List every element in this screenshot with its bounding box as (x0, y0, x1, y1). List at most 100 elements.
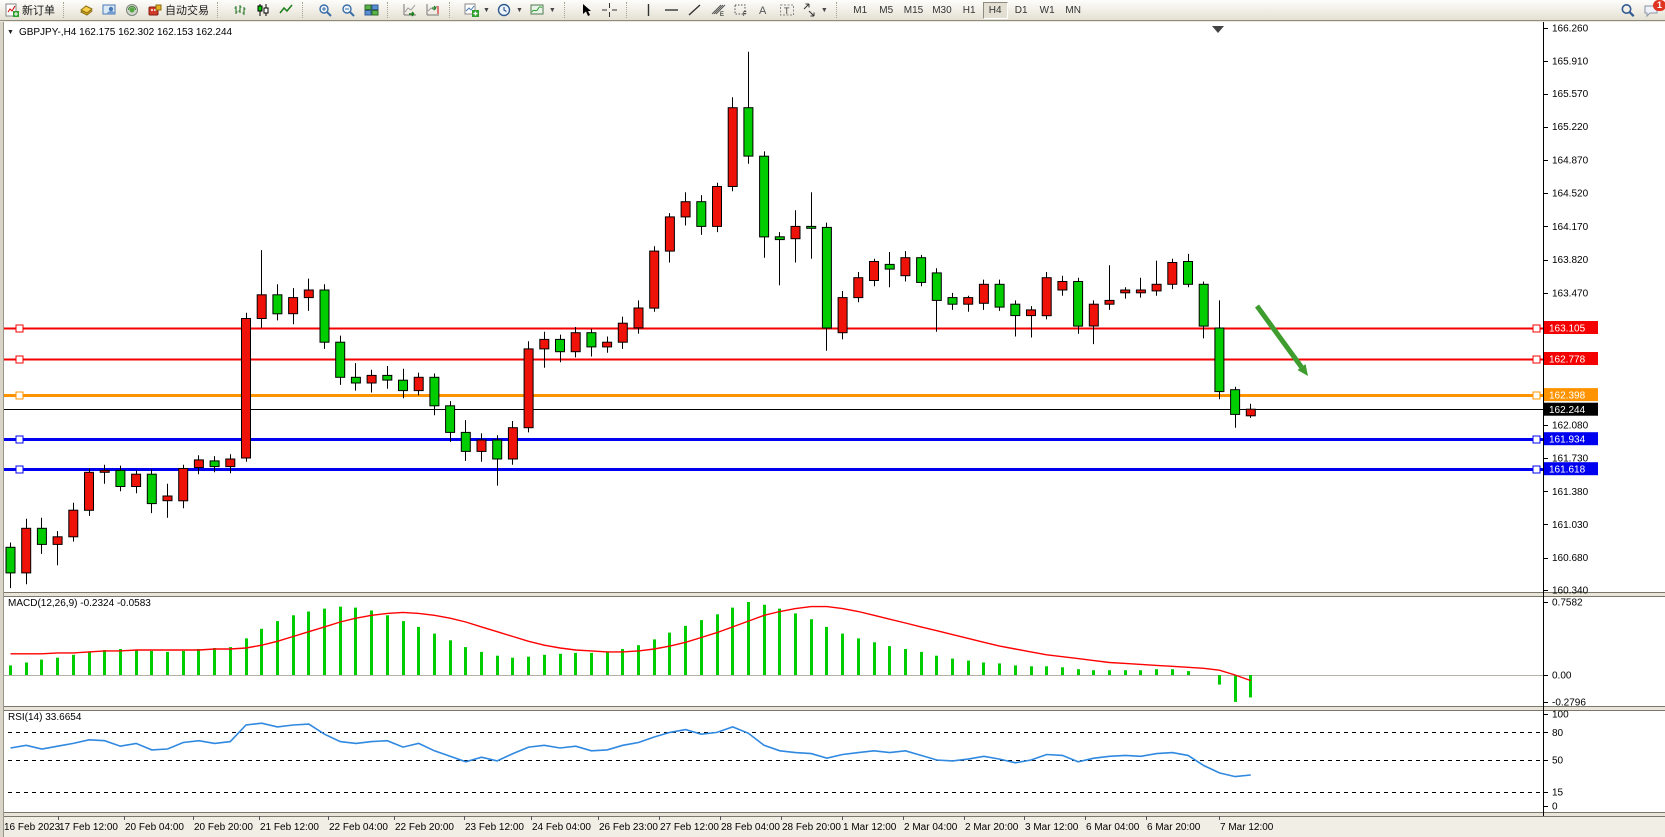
hline-handle (15, 355, 24, 364)
timeframe-m30-button[interactable]: M30 (928, 2, 955, 19)
price-tick-label: 161.730 (1552, 454, 1589, 465)
chart-shift-marker (1212, 26, 1224, 33)
market-watch-icon (102, 4, 115, 15)
price-tick-label: 161.030 (1552, 520, 1589, 531)
hline-handle (15, 324, 24, 333)
text-button[interactable]: A (753, 1, 775, 19)
price-badge-label: 162.778 (1549, 354, 1586, 365)
chart-canvas[interactable]: 166.260 165.910 165.570 165.220 164.870 164.5… (0, 22, 1665, 837)
market-watch-button[interactable] (98, 1, 120, 19)
price-badge-label: 163.105 (1549, 323, 1586, 334)
periods-button[interactable]: ▼ (494, 1, 526, 19)
price-badge-label: 161.934 (1549, 435, 1586, 446)
indicators-button[interactable]: ▼ (527, 1, 559, 19)
hline-handle (15, 391, 24, 400)
chart-shift-button[interactable] (422, 1, 444, 19)
horizontal-line-button[interactable] (661, 1, 683, 19)
timeframe-m1-button[interactable]: M1 (848, 2, 873, 19)
zoom-in-button[interactable] (314, 1, 336, 19)
candle (507, 427, 518, 460)
new-chart-button[interactable]: ▼ (461, 1, 493, 19)
fibonacci-button[interactable]: E (707, 1, 729, 19)
rsi-axis-label: 80 (1552, 728, 1564, 739)
time-axis-label: 6 Mar 04:00 (1086, 822, 1140, 833)
profiles-button[interactable] (75, 1, 97, 19)
new-order-icon (5, 3, 19, 17)
vertical-line-button[interactable] (638, 1, 660, 19)
timeframe-m15-button[interactable]: M15 (900, 2, 927, 19)
price-badge (1544, 388, 1598, 402)
autoscroll-button[interactable] (399, 1, 421, 19)
time-axis-label: 1 Mar 12:00 (843, 822, 897, 833)
candle (303, 289, 314, 299)
candle (774, 236, 785, 241)
price-badge (1544, 402, 1598, 416)
candle (256, 294, 267, 319)
chevron-down-icon: ▼ (483, 6, 490, 14)
zoom-out-icon (341, 4, 355, 17)
candle (523, 348, 534, 429)
price-tick-label: 164.520 (1552, 189, 1589, 200)
notifications-button[interactable]: 1 (1640, 0, 1665, 19)
price-badge (1544, 352, 1598, 365)
time-axis-label: 22 Feb 04:00 (329, 822, 388, 833)
chevron-down-icon: ▼ (820, 6, 828, 14)
price-tick-label: 161.380 (1552, 487, 1589, 498)
navigator-button[interactable] (121, 1, 143, 19)
candle (288, 297, 299, 315)
new-chart-icon (464, 3, 479, 17)
text-icon: A (759, 5, 767, 17)
candle (602, 341, 613, 348)
rsi-axis-label: 100 (1552, 710, 1569, 721)
text-label-button[interactable]: T (776, 1, 798, 19)
cursor-button[interactable] (576, 1, 598, 19)
trendline-button[interactable] (684, 1, 706, 19)
timeframe-d1-button[interactable]: D1 (1009, 2, 1034, 19)
time-axis-label: 17 Feb 12:00 (59, 822, 118, 833)
time-axis-label: 6 Mar 20:00 (1147, 822, 1201, 833)
toolbar-separator (563, 2, 572, 18)
bar-chart-button[interactable] (229, 1, 251, 19)
chart-window: 166.260 165.910 165.570 165.220 164.870 164.5… (0, 22, 1665, 837)
line-chart-button[interactable] (275, 1, 297, 19)
price-badge-label: 162.244 (1549, 405, 1586, 416)
search-icon (1621, 3, 1635, 17)
candle (52, 536, 63, 545)
candle (36, 527, 47, 545)
rsi-indicator-label: RSI(14) 33.6654 (8, 712, 82, 723)
price-tick-label: 164.870 (1552, 156, 1589, 167)
fibo-expansion-button[interactable]: F (730, 1, 752, 19)
price-badge-label: 162.398 (1549, 390, 1586, 401)
cursor-icon (583, 4, 592, 16)
candle (115, 469, 126, 487)
timeframe-h4-button[interactable]: H4 (982, 1, 1008, 19)
chart-dropdown-icon[interactable]: ▼ (7, 29, 14, 36)
candle (790, 225, 801, 240)
candle (1120, 289, 1131, 294)
timeframe-h1-button[interactable]: H1 (957, 2, 982, 19)
timeframe-mn-button[interactable]: MN (1061, 2, 1086, 19)
zoom-out-button[interactable] (337, 1, 359, 19)
candlestick-button[interactable] (252, 1, 274, 19)
candle (178, 468, 189, 502)
tile-windows-button[interactable] (360, 1, 382, 19)
autotrade-button[interactable]: 自动交易 (144, 1, 212, 19)
search-button[interactable] (1617, 1, 1639, 19)
crosshair-button[interactable] (599, 1, 621, 19)
new-order-button[interactable]: 新订单 (2, 1, 58, 19)
candle (869, 261, 879, 281)
candle (617, 322, 628, 343)
timeframe-m5-button[interactable]: M5 (874, 2, 899, 19)
arrows-button[interactable]: ▼ (799, 1, 831, 19)
candle (1167, 262, 1178, 285)
candle (994, 283, 1005, 308)
time-axis-label: 2 Mar 04:00 (904, 822, 958, 833)
candle (272, 294, 283, 315)
toolbar-separator (217, 2, 225, 18)
macd-signal-line (10, 605, 1252, 682)
time-axis-label: 16 Feb 2023 (4, 822, 61, 833)
time-axis-label: 23 Feb 12:00 (465, 822, 524, 833)
price-badge (1544, 321, 1598, 334)
timeframe-w1-button[interactable]: W1 (1035, 2, 1060, 19)
trendline-icon (688, 4, 701, 16)
